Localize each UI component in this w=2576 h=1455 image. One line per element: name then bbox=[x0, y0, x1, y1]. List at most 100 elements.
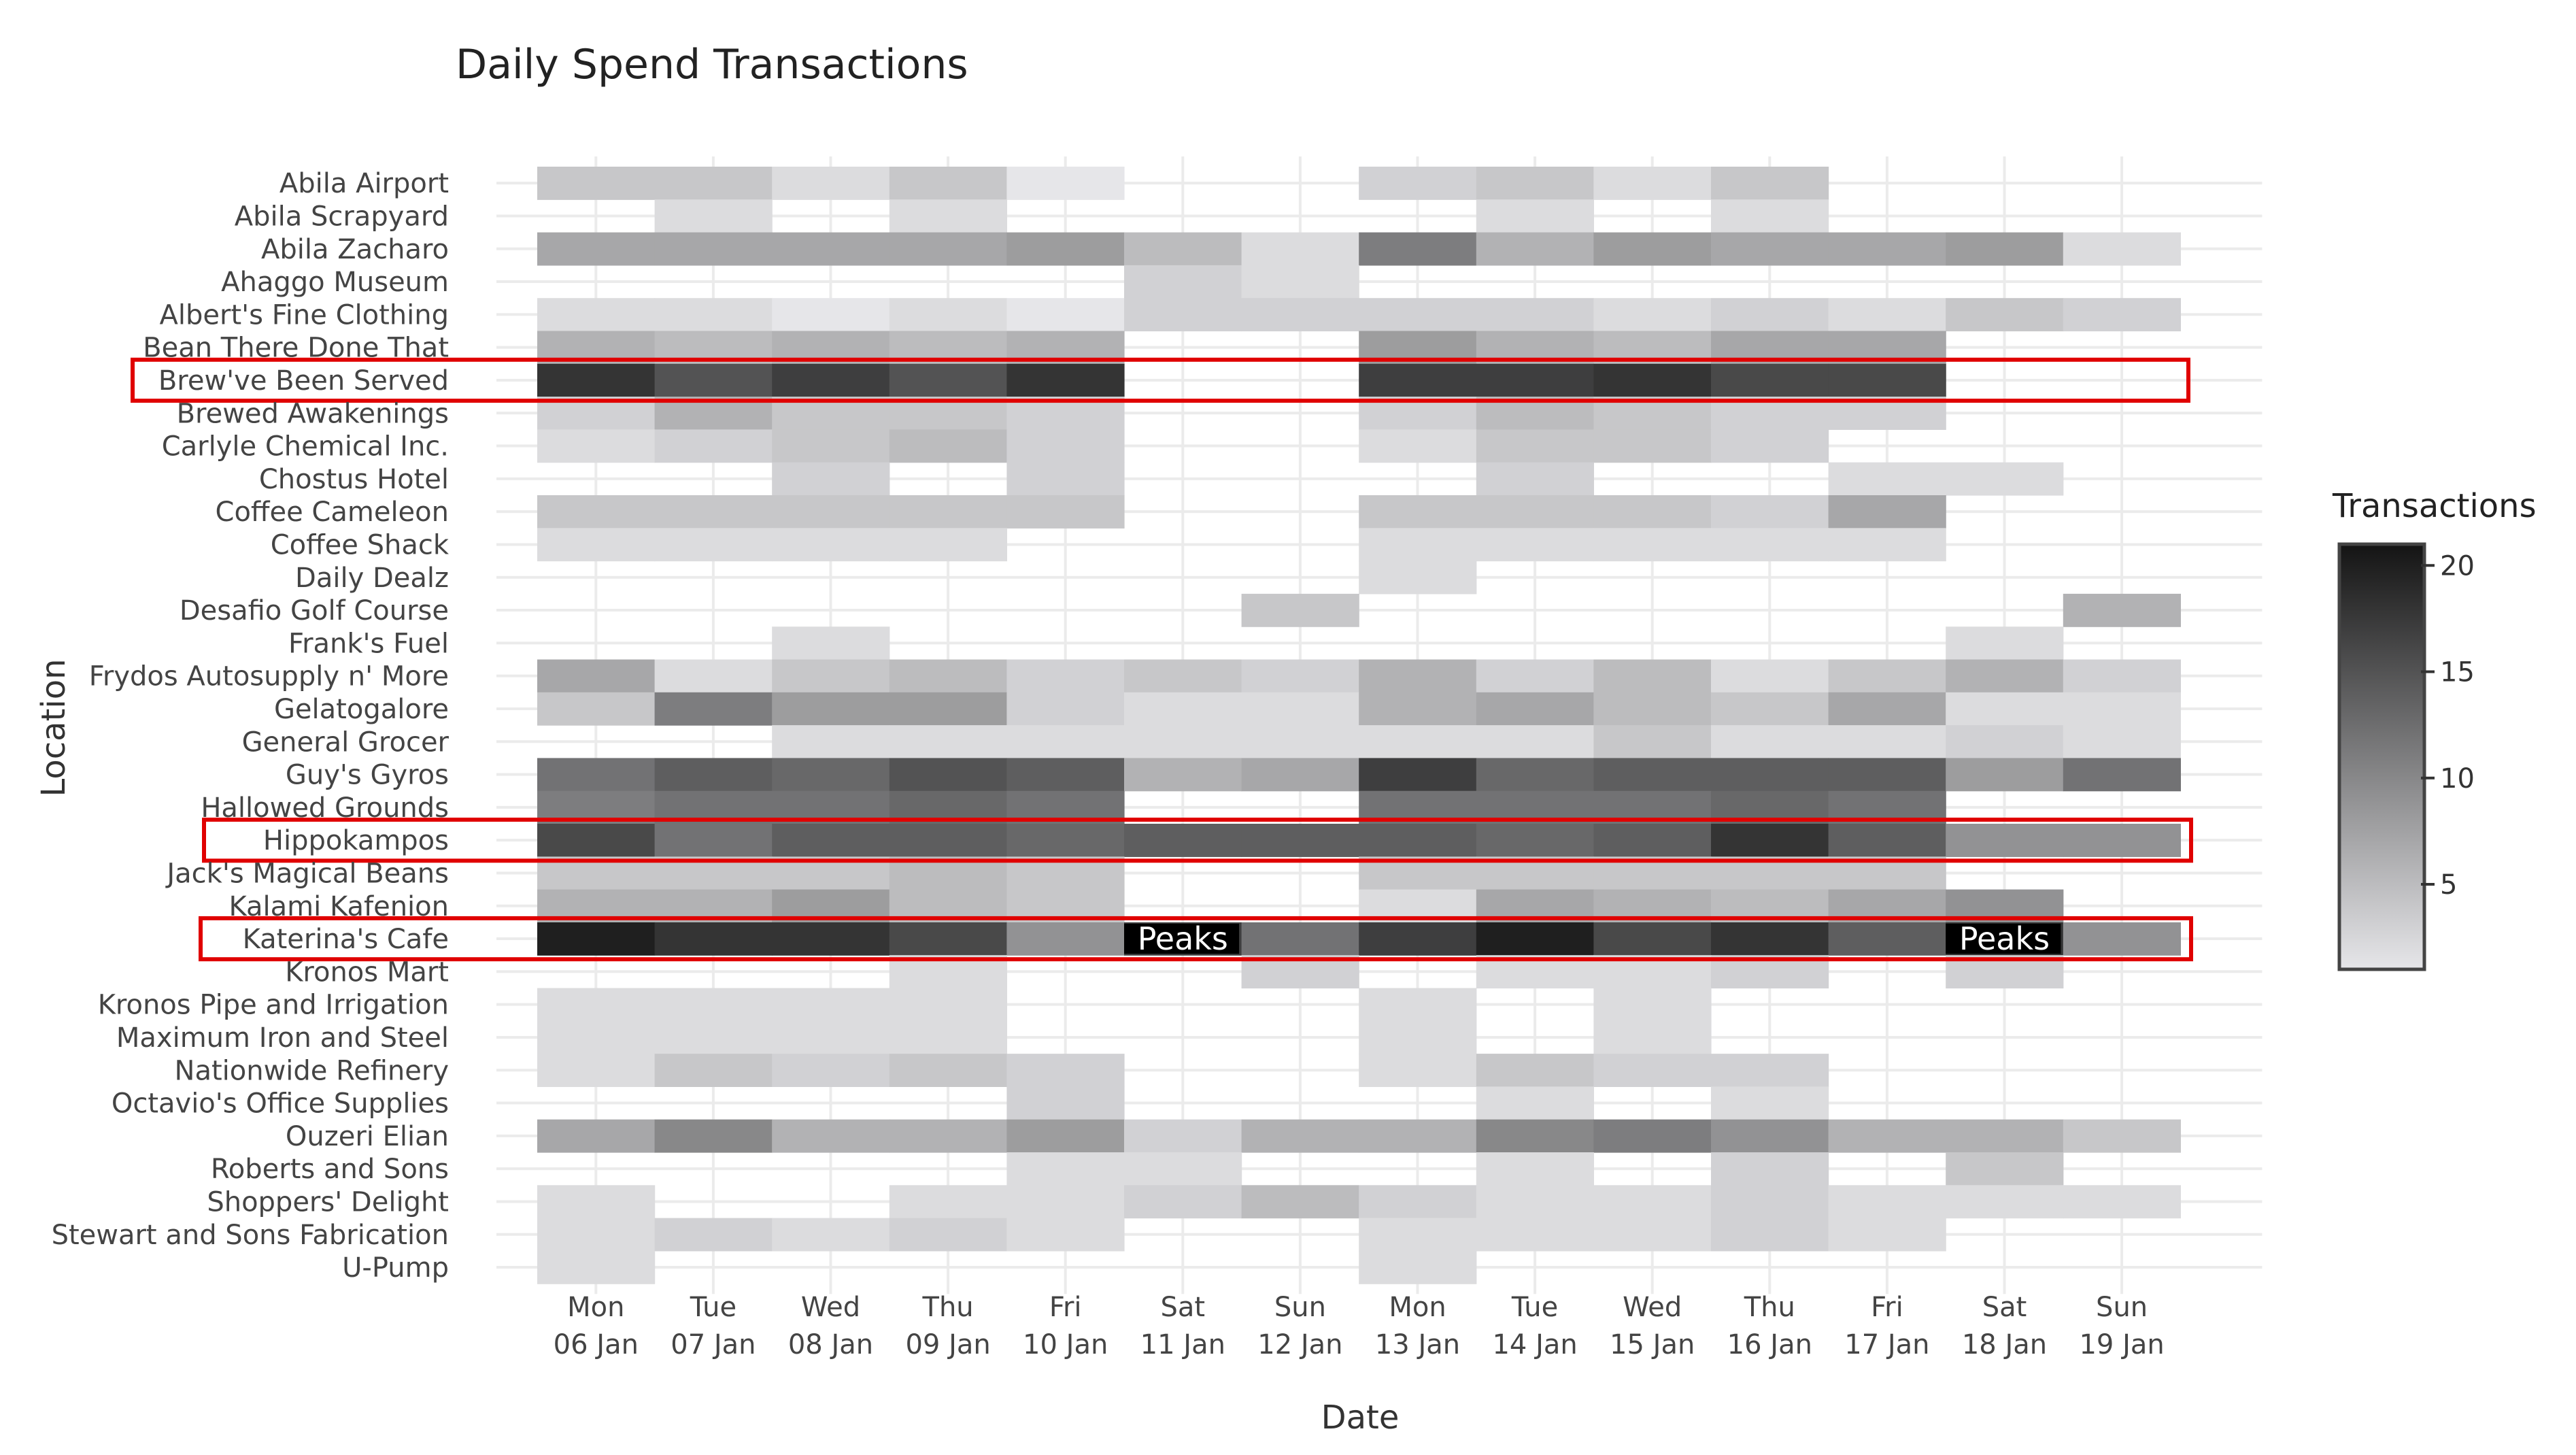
heatmap-cell bbox=[537, 758, 656, 792]
heatmap-cell bbox=[1359, 1054, 1477, 1087]
heatmap-cell bbox=[537, 922, 656, 956]
heatmap-cell bbox=[1711, 1218, 1829, 1252]
y-tick-label: Hippokampos bbox=[263, 825, 449, 856]
y-tick-label: Coffee Cameleon bbox=[216, 497, 449, 528]
heatmap-cell bbox=[1828, 462, 1946, 496]
heatmap-cell bbox=[1476, 199, 1594, 233]
heatmap-cell bbox=[537, 167, 656, 200]
heatmap-cell bbox=[1241, 593, 1359, 627]
heatmap-cell bbox=[1828, 1185, 1946, 1219]
heatmap-cell bbox=[1359, 429, 1477, 463]
heatmap-cell bbox=[889, 528, 1007, 562]
heatmap-cell bbox=[1476, 1218, 1594, 1252]
x-tick-label-date: 10 Jan bbox=[1023, 1329, 1108, 1360]
colorbar bbox=[2337, 542, 2426, 971]
legend-tick-label: 15 bbox=[2440, 657, 2475, 688]
heatmap-cell bbox=[1711, 363, 1829, 397]
y-tick-label: Bean There Done That bbox=[143, 333, 449, 364]
y-tick-label: Nationwide Refinery bbox=[175, 1055, 449, 1086]
heatmap-cell bbox=[1593, 824, 1712, 857]
heatmap-cell bbox=[1711, 725, 1829, 758]
heatmap-cell bbox=[2063, 659, 2181, 693]
y-tick-label: Roberts and Sons bbox=[211, 1154, 449, 1185]
heatmap-cell bbox=[1476, 824, 1594, 857]
heatmap-cell bbox=[654, 988, 773, 1022]
heatmap-cell bbox=[1006, 429, 1125, 463]
x-tick-label-date: 18 Jan bbox=[1962, 1329, 2047, 1360]
heatmap-cell bbox=[1593, 1020, 1712, 1054]
highlight-box bbox=[202, 818, 2193, 863]
heatmap-cell bbox=[1359, 1119, 1477, 1153]
heatmap-cell bbox=[1476, 495, 1594, 529]
heatmap-cell bbox=[1006, 824, 1125, 857]
heatmap-cell bbox=[1241, 824, 1359, 857]
legend-title: Transactions bbox=[2332, 487, 2537, 525]
heatmap-cell bbox=[1828, 495, 1946, 529]
heatmap-cell bbox=[1124, 758, 1242, 792]
heatmap-cell bbox=[1711, 1185, 1829, 1219]
heatmap-cell bbox=[1359, 298, 1477, 332]
heatmap-cell bbox=[654, 167, 773, 200]
heatmap-cell bbox=[772, 988, 890, 1022]
heatmap-cell bbox=[1593, 363, 1712, 397]
heatmap-cell bbox=[654, 758, 773, 792]
heatmap-cell bbox=[1593, 659, 1712, 693]
heatmap-cell bbox=[772, 758, 890, 792]
heatmap-cell bbox=[1124, 1152, 1242, 1186]
heatmap-cell bbox=[654, 528, 773, 562]
heatmap-cell bbox=[1476, 922, 1594, 956]
heatmap-cell bbox=[537, 824, 656, 857]
heatmap-cell bbox=[1711, 429, 1829, 463]
heatmap-cell bbox=[1711, 1086, 1829, 1120]
heatmap-cell bbox=[1006, 1218, 1125, 1252]
heatmap-cell bbox=[889, 1218, 1007, 1252]
heatmap-cell bbox=[1476, 167, 1594, 200]
heatmap-cell bbox=[772, 232, 890, 266]
heatmap-cell bbox=[537, 1185, 656, 1219]
heatmap-cell bbox=[537, 988, 656, 1022]
heatmap-cell bbox=[1946, 462, 2064, 496]
heatmap-cell bbox=[1124, 692, 1242, 726]
heatmap-cell bbox=[1593, 988, 1712, 1022]
heatmap-cell bbox=[772, 824, 890, 857]
y-axis-title: Location bbox=[35, 658, 73, 797]
heatmap-cell bbox=[1124, 725, 1242, 758]
x-tick-label-date: 16 Jan bbox=[1727, 1329, 1812, 1360]
heatmap-cell bbox=[1359, 988, 1477, 1022]
heatmap-cell bbox=[654, 1054, 773, 1087]
x-tick-label-date: 14 Jan bbox=[1492, 1329, 1577, 1360]
heatmap-cell bbox=[889, 1020, 1007, 1054]
heatmap-cell bbox=[1946, 1152, 2064, 1186]
heatmap-cell bbox=[654, 824, 773, 857]
heatmap-cell bbox=[1006, 232, 1125, 266]
heatmap-cell bbox=[1828, 232, 1946, 266]
heatmap-cell bbox=[889, 725, 1007, 758]
heatmap-cell bbox=[2063, 232, 2181, 266]
annotation-label: Peaks bbox=[1959, 920, 2050, 957]
heatmap-cell bbox=[1359, 659, 1477, 693]
heatmap-cell bbox=[1828, 363, 1946, 397]
heatmap-cell bbox=[1946, 1185, 2064, 1219]
heatmap-cell bbox=[1711, 1119, 1829, 1153]
heatmap-cell bbox=[1946, 626, 2064, 660]
heatmap-cell bbox=[772, 922, 890, 956]
y-tick-label: Gelatogalore bbox=[274, 694, 449, 725]
heatmap-cell bbox=[1359, 725, 1477, 758]
heatmap-cell bbox=[2063, 692, 2181, 726]
heatmap-cell bbox=[1006, 758, 1125, 792]
x-tick-label-date: 11 Jan bbox=[1140, 1329, 1225, 1360]
heatmap-cell bbox=[772, 298, 890, 332]
y-tick-label: Desafio Golf Course bbox=[180, 595, 449, 626]
heatmap-cell bbox=[1711, 167, 1829, 200]
y-tick-label: Brew've Been Served bbox=[158, 365, 449, 397]
heatmap-cell bbox=[1124, 824, 1242, 857]
x-tick-label-date: 17 Jan bbox=[1844, 1329, 1929, 1360]
heatmap-cell bbox=[1476, 429, 1594, 463]
heatmap-cell bbox=[1359, 1185, 1477, 1219]
heatmap-cell bbox=[2063, 298, 2181, 332]
heatmap-cell bbox=[772, 1054, 890, 1087]
heatmap-cell bbox=[772, 659, 890, 693]
heatmap-cell bbox=[1006, 725, 1125, 758]
